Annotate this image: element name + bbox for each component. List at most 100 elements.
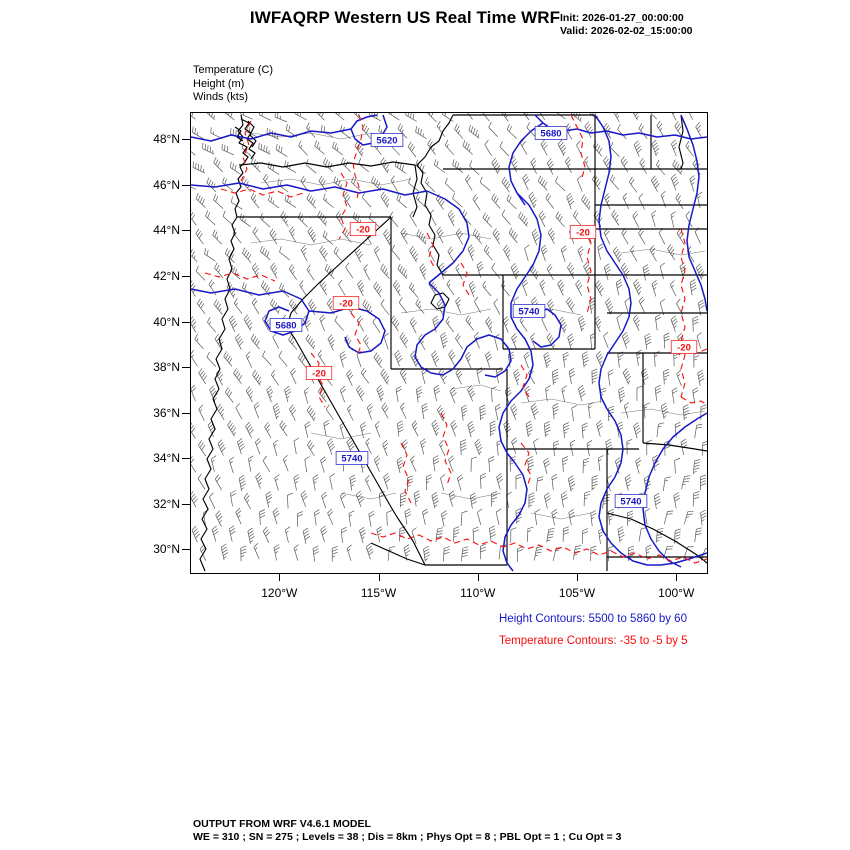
wind-barb <box>561 385 567 402</box>
wind-barb <box>267 161 280 175</box>
wind-barb <box>546 263 554 281</box>
wind-barb <box>673 528 681 544</box>
wind-barb <box>460 546 469 562</box>
wind-barb <box>495 508 502 525</box>
wind-barb <box>252 369 262 386</box>
longitude-tick-mark <box>477 572 479 581</box>
wind-barb <box>494 403 501 421</box>
wind-barb <box>697 369 705 386</box>
wind-barb <box>245 385 253 403</box>
wind-barb <box>380 191 390 208</box>
latitude-tick-mark <box>182 458 191 460</box>
wind-barb <box>501 209 511 226</box>
longitude-tick-mark <box>676 572 678 581</box>
wind-barb <box>191 349 198 367</box>
wind-barb <box>214 474 223 491</box>
wind-barb <box>679 262 687 279</box>
wind-barb <box>202 142 215 155</box>
wind-barb <box>503 244 511 262</box>
latitude-tick-mark <box>182 230 191 232</box>
wind-barb <box>413 490 421 507</box>
wind-barb <box>594 315 602 333</box>
longitude-tick-label: 100°W <box>658 586 695 600</box>
wind-barb <box>373 281 383 298</box>
wind-barb <box>228 525 236 542</box>
wind-barb <box>360 421 367 439</box>
wind-barb <box>467 113 473 120</box>
wind-barb <box>528 191 537 209</box>
wind-barb <box>656 422 665 438</box>
wind-barb <box>235 333 244 350</box>
wind-barb <box>636 385 643 401</box>
wind-barb <box>411 527 417 544</box>
wind-barb <box>374 421 381 438</box>
wind-barb <box>397 420 404 437</box>
wind-barb <box>671 113 677 121</box>
wind-barb <box>431 419 440 437</box>
wind-barb <box>191 280 196 297</box>
wind-barb <box>238 474 246 492</box>
wind-barb <box>197 473 206 490</box>
wind-barb <box>399 332 409 349</box>
wind-barb <box>522 173 530 191</box>
units-legend: Temperature (C) Height (m) Winds (kts) <box>193 64 273 105</box>
wind-barb <box>560 245 567 262</box>
wind-barb <box>260 212 271 228</box>
wind-barb <box>228 456 235 474</box>
wind-barb <box>198 440 206 457</box>
wind-barb <box>418 333 426 351</box>
wind-barb <box>644 333 652 350</box>
wind-barb <box>365 437 372 455</box>
wind-barb <box>595 280 604 297</box>
wind-barb <box>284 160 297 173</box>
wind-barb <box>452 159 464 173</box>
latitude-tick-mark <box>182 412 191 414</box>
wind-barb <box>363 264 371 281</box>
wind-barb <box>235 507 242 525</box>
wind-barb <box>362 299 373 315</box>
wind-barb <box>664 440 671 456</box>
contour-label-box <box>305 366 333 380</box>
wind-barb <box>674 121 683 138</box>
wind-barb <box>270 262 278 279</box>
wind-barb <box>650 113 658 120</box>
wind-barb <box>490 386 497 403</box>
wind-barb <box>510 262 520 280</box>
wind-barb <box>567 262 575 279</box>
wind-barb <box>460 439 467 456</box>
wind-barb <box>322 230 334 245</box>
wind-barb <box>616 314 622 331</box>
wind-barb <box>289 404 297 421</box>
wind-barb <box>552 403 559 420</box>
units-legend-height: Height (m) <box>193 77 245 90</box>
wind-barb <box>685 140 694 157</box>
wind-barb <box>376 385 385 402</box>
latitude-tick-label: 46°N <box>153 177 180 192</box>
wind-barb <box>603 122 612 139</box>
wind-barb <box>271 369 280 386</box>
wind-barb <box>584 156 592 173</box>
wind-barb <box>211 525 219 543</box>
wind-barb <box>608 545 615 562</box>
wind-barb <box>445 316 454 333</box>
wind-barb <box>191 384 197 402</box>
contour-label-box <box>269 318 303 332</box>
wind-barb <box>590 510 597 527</box>
wind-barb <box>223 351 233 367</box>
wind-barb <box>566 192 575 210</box>
wind-barb <box>465 174 473 191</box>
wind-barb <box>607 369 614 386</box>
wind-barb <box>313 509 320 526</box>
wind-barb <box>620 262 630 280</box>
wind-barb <box>317 349 326 366</box>
temperature-contours <box>204 114 707 564</box>
wind-barb <box>391 244 401 261</box>
wind-barb <box>265 491 273 508</box>
wind-barb <box>633 422 641 439</box>
wind-barb <box>450 420 458 437</box>
wind-barb <box>390 175 398 192</box>
wind-barb <box>482 212 493 228</box>
wind-barb <box>540 139 548 156</box>
wind-barb <box>300 245 308 262</box>
weather-map-plot[interactable]: 5620 5680 5680 5740 5740 5740 -20 -20 -20 -20 -20 <box>190 112 708 574</box>
